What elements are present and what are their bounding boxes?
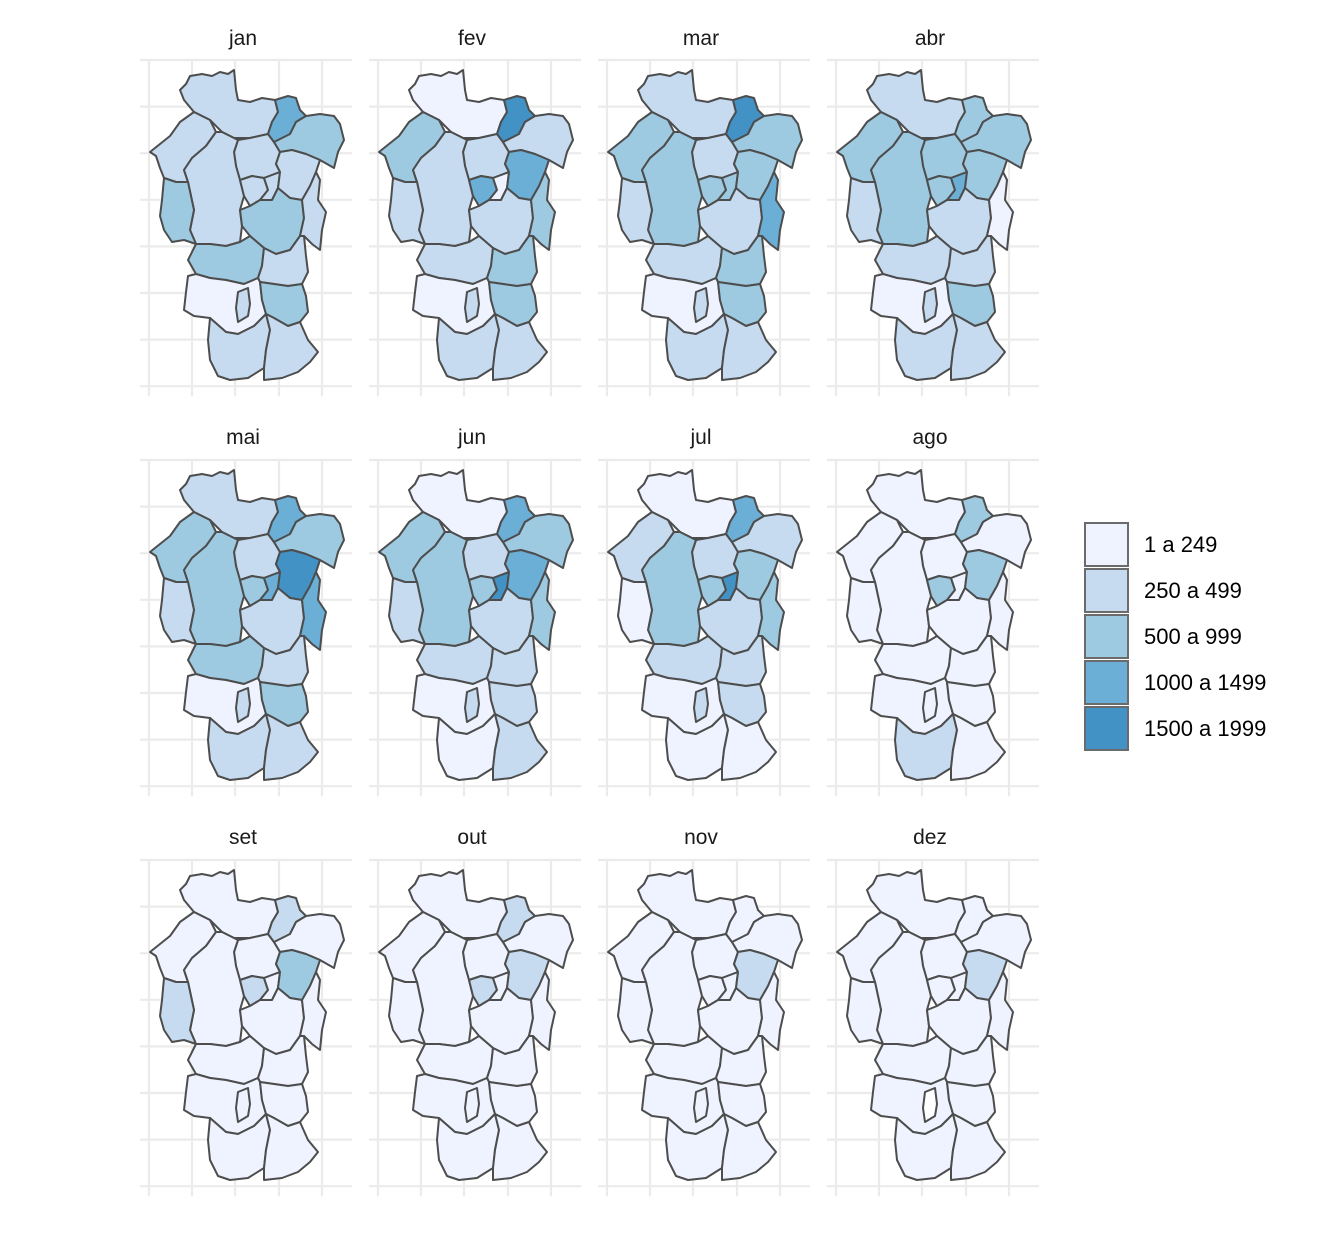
panel-dez: dez bbox=[827, 826, 1039, 1197]
legend-key bbox=[1084, 614, 1129, 659]
map bbox=[836, 869, 1032, 1181]
map-region bbox=[464, 287, 480, 323]
map-region bbox=[693, 287, 709, 323]
panel-title: fev bbox=[458, 27, 487, 50]
map-region bbox=[388, 577, 426, 645]
legend-label: 1000 a 1499 bbox=[1144, 670, 1266, 695]
map bbox=[607, 869, 803, 1181]
legend-key bbox=[1084, 706, 1129, 751]
legend-label: 1500 a 1999 bbox=[1144, 716, 1266, 741]
map bbox=[836, 469, 1032, 781]
map bbox=[607, 469, 803, 781]
map-region bbox=[693, 687, 709, 723]
panel-abr: abr bbox=[827, 27, 1039, 397]
map-region bbox=[492, 1113, 548, 1181]
legend-key bbox=[1084, 660, 1129, 705]
map-region bbox=[846, 977, 884, 1045]
map-region bbox=[950, 313, 1006, 381]
map-region bbox=[717, 681, 767, 727]
map-region bbox=[159, 177, 197, 245]
legend-label: 500 a 999 bbox=[1144, 624, 1242, 649]
panel-jun: jun bbox=[369, 426, 581, 797]
panel-title: dez bbox=[913, 826, 947, 849]
map-region bbox=[846, 577, 884, 645]
map-region bbox=[617, 977, 655, 1045]
panel-title: nov bbox=[684, 826, 718, 849]
panel-title: jun bbox=[457, 426, 486, 449]
panel-ago: ago bbox=[827, 426, 1039, 797]
map-region bbox=[464, 687, 480, 723]
map bbox=[149, 69, 345, 381]
legend: 1 a 249 250 a 499 500 a 999 1000 a 1499 1500… bbox=[1084, 522, 1266, 751]
map-region bbox=[492, 713, 548, 781]
map-region bbox=[159, 977, 197, 1045]
legend-key bbox=[1084, 522, 1129, 567]
map-region bbox=[488, 281, 538, 327]
map bbox=[149, 469, 345, 781]
map-region bbox=[259, 1081, 309, 1127]
map-region bbox=[259, 281, 309, 327]
map-region bbox=[922, 287, 938, 323]
panel-title: out bbox=[457, 826, 486, 849]
map-region bbox=[717, 281, 767, 327]
panel-out: out bbox=[369, 826, 581, 1197]
map-region bbox=[492, 313, 548, 381]
map-region bbox=[464, 1087, 480, 1123]
map bbox=[607, 69, 803, 381]
map bbox=[149, 869, 345, 1181]
map-region bbox=[488, 681, 538, 727]
map-region bbox=[950, 713, 1006, 781]
panel-title: set bbox=[229, 826, 257, 849]
panel-title: abr bbox=[915, 27, 945, 50]
map bbox=[836, 69, 1032, 381]
map-region bbox=[946, 281, 996, 327]
panel-title: mai bbox=[226, 426, 260, 449]
map-region bbox=[159, 577, 197, 645]
map-region bbox=[388, 177, 426, 245]
map-region bbox=[235, 287, 251, 323]
panel-fev: fev bbox=[369, 27, 581, 397]
panel-title: ago bbox=[912, 426, 947, 449]
panel-jul: jul bbox=[598, 426, 810, 797]
map-region bbox=[235, 687, 251, 723]
map-region bbox=[721, 313, 777, 381]
panel-mai: mai bbox=[140, 426, 352, 797]
panel-title: mar bbox=[683, 27, 719, 50]
map-region bbox=[263, 313, 319, 381]
map-region bbox=[950, 1113, 1006, 1181]
map-region bbox=[259, 681, 309, 727]
map-region bbox=[922, 687, 938, 723]
map-region bbox=[388, 977, 426, 1045]
map bbox=[378, 469, 574, 781]
legend-label: 1 a 249 bbox=[1144, 532, 1217, 557]
map bbox=[378, 869, 574, 1181]
map-region bbox=[922, 1087, 938, 1123]
panel-set: set bbox=[140, 826, 352, 1197]
map bbox=[378, 69, 574, 381]
panel-title: jan bbox=[228, 27, 257, 50]
map-region bbox=[235, 1087, 251, 1123]
map-region bbox=[721, 713, 777, 781]
map-region bbox=[717, 1081, 767, 1127]
map-region bbox=[263, 713, 319, 781]
legend-key bbox=[1084, 568, 1129, 613]
map-region bbox=[846, 177, 884, 245]
map-region bbox=[946, 1081, 996, 1127]
map-region bbox=[721, 1113, 777, 1181]
map-region bbox=[617, 577, 655, 645]
map-region bbox=[946, 681, 996, 727]
map-region bbox=[263, 1113, 319, 1181]
panel-mar: mar bbox=[598, 27, 810, 397]
panel-jan: jan bbox=[140, 27, 352, 397]
map-region bbox=[488, 1081, 538, 1127]
map-region bbox=[693, 1087, 709, 1123]
panel-nov: nov bbox=[598, 826, 810, 1197]
map-region bbox=[617, 177, 655, 245]
legend-label: 250 a 499 bbox=[1144, 578, 1242, 603]
panel-title: jul bbox=[689, 426, 711, 449]
